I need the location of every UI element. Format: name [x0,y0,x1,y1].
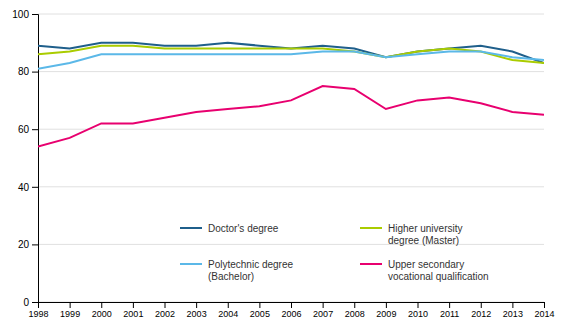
y-tick-label: 20 [18,239,30,250]
x-tick-label: 2013 [503,309,523,319]
x-tick-label: 2010 [408,309,428,319]
x-tick-mark [165,302,166,308]
x-tick-label: 2005 [250,309,270,319]
x-tick: 2012 [471,302,491,319]
y-tick-label: 100 [12,9,29,20]
x-axis: 1998 1999 2000 2001 2002 2003 2004 2005 2006 2007… [28,302,554,319]
x-tick: 2002 [155,302,175,319]
x-tick-mark [544,302,545,308]
x-tick-mark [101,302,102,308]
legend-item: Doctor's degree [180,223,279,234]
x-tick: 2009 [376,302,396,319]
chart: 1998 1999 2000 2001 2002 2003 2004 2005 2006 2007… [0,0,566,328]
x-tick-mark [481,302,482,308]
x-tick: 2005 [250,302,270,319]
grid-line [38,129,544,130]
y-axis: 0 20 40 60 80 100 [12,9,38,308]
x-tick-mark [449,302,450,308]
legend-swatch [180,263,202,265]
y-tick: 100 [12,9,38,20]
x-tick-label: 2012 [471,309,491,319]
x-tick: 2006 [281,302,301,319]
x-tick-mark [196,302,197,308]
legend-swatch [360,263,382,265]
y-tick-mark [32,244,38,245]
x-tick: 2001 [123,302,143,319]
x-tick: 2014 [534,302,554,319]
x-tick: 1999 [60,302,80,319]
x-tick: 2008 [345,302,365,319]
x-tick-mark [70,302,71,308]
legend: Doctor's degree Higher universitydegree (… [180,223,489,282]
legend-swatch [180,227,202,229]
x-tick: 2003 [187,302,207,319]
y-tick-mark [32,72,38,73]
legend-swatch [360,227,382,229]
x-tick: 2004 [218,302,238,319]
x-tick-mark [291,302,292,308]
x-tick: 2011 [440,302,459,319]
grid-line [38,244,544,245]
legend-item: Polytechnic degree(Bachelor) [180,259,293,282]
y-tick-label: 80 [18,66,30,77]
x-axis-line [39,303,545,309]
legend-label: Upper secondaryvocational qualification [388,259,489,282]
y-tick-label: 40 [18,182,30,193]
series-line [38,86,544,146]
x-tick-mark [259,302,260,308]
legend-item: Upper secondaryvocational qualification [360,259,489,282]
grid-line [38,186,544,187]
x-tick-mark [386,302,387,308]
y-tick-label: 60 [18,124,30,135]
x-tick-label: 2004 [218,309,238,319]
x-tick-label: 2003 [187,309,207,319]
plot: 1998 1999 2000 2001 2002 2003 2004 2005 2006 2007… [12,9,554,320]
legend-item: Higher universitydegree (Master) [360,223,462,246]
x-tick: 1998 [28,302,48,319]
y-tick: 60 [18,124,38,135]
lines [38,43,544,147]
x-tick-label: 2002 [155,309,175,319]
series-line [38,51,544,68]
x-tick: 2013 [503,302,523,319]
y-tick-label: 0 [23,297,29,308]
x-tick-label: 2011 [440,309,459,319]
grid-line [38,71,544,72]
y-tick: 80 [18,66,38,77]
y-axis-line [32,15,39,303]
x-tick: 2010 [408,302,428,319]
x-tick-mark [133,302,134,308]
x-tick-label: 2014 [534,309,554,319]
x-tick-label: 2001 [123,309,143,319]
x-tick-mark [418,302,419,308]
y-tick: 0 [23,297,38,308]
x-tick-mark [512,302,513,308]
y-tick: 40 [18,182,38,193]
y-tick-mark [32,187,38,188]
x-tick-label: 1999 [60,309,80,319]
legend-label: Higher universitydegree (Master) [388,223,462,246]
x-tick: 2000 [92,302,112,319]
y-tick: 20 [18,239,38,250]
y-tick-mark [32,14,38,15]
legend-label: Polytechnic degree(Bachelor) [208,259,293,282]
series-line [38,43,544,63]
grid [38,14,544,302]
x-tick-label: 2006 [281,309,301,319]
x-tick-mark [354,302,355,308]
y-tick-mark [32,302,38,303]
x-tick-label: 2000 [92,309,112,319]
x-tick-label: 2008 [345,309,365,319]
x-tick-label: 2007 [313,309,333,319]
y-tick-mark [32,129,38,130]
x-tick-label: 1998 [28,309,48,319]
x-tick-mark [228,302,229,308]
x-tick-label: 2009 [376,309,396,319]
legend-label: Doctor's degree [208,223,279,234]
x-tick-mark [323,302,324,308]
x-tick: 2007 [313,302,333,319]
grid-line [38,14,544,15]
